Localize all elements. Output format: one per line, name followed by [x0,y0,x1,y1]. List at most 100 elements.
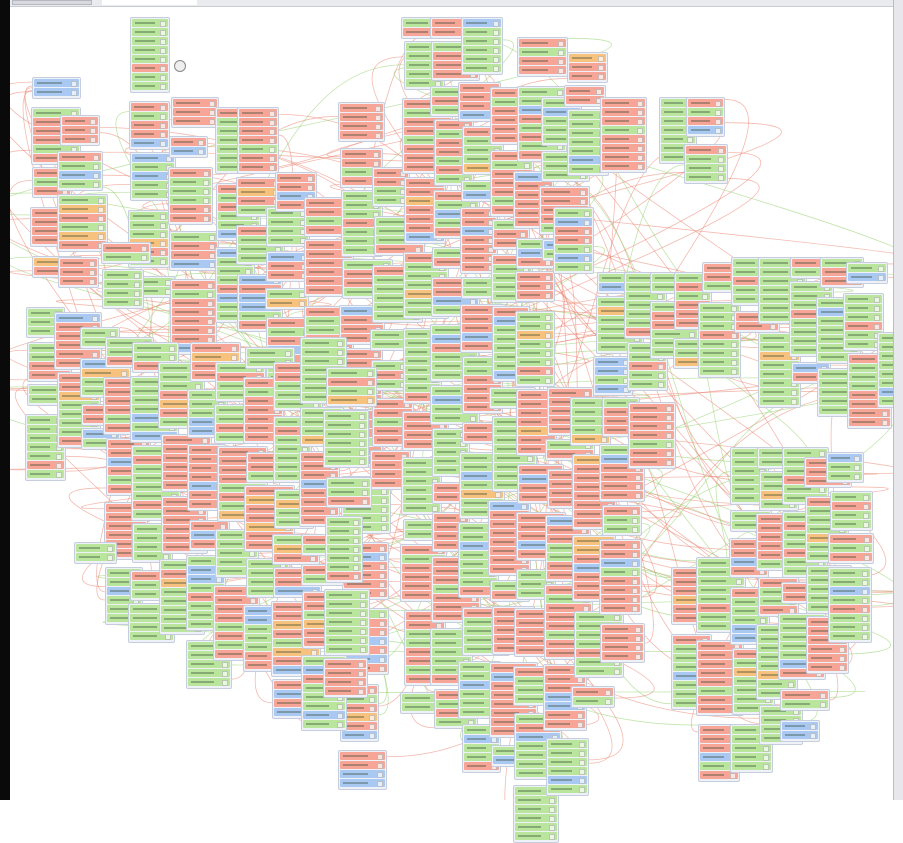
node-row[interactable] [601,541,640,549]
node-row[interactable] [59,232,106,240]
node-row[interactable] [172,299,215,307]
node-row[interactable] [239,145,277,153]
node-row[interactable] [602,625,643,633]
node-row[interactable] [555,254,592,262]
node-row[interactable] [515,823,557,831]
graph-node[interactable] [830,491,873,531]
node-row[interactable] [173,99,217,107]
node-row[interactable] [328,378,375,386]
graph-node[interactable] [546,738,589,796]
graph-node[interactable] [169,231,219,271]
node-row[interactable] [60,268,97,276]
node-row[interactable] [517,313,553,321]
node-row[interactable] [59,196,106,204]
node-row[interactable] [62,117,98,125]
node-row[interactable] [569,54,606,62]
node-row[interactable] [602,162,645,170]
node-row[interactable] [830,623,870,631]
node-row[interactable] [601,559,640,567]
graph-node[interactable] [600,97,647,173]
node-row[interactable] [34,79,79,87]
node-row[interactable] [171,251,217,259]
node-row[interactable] [515,814,557,822]
tab-first[interactable] [12,0,92,5]
node-row[interactable] [130,230,168,238]
graph-node[interactable] [684,144,728,184]
node-row[interactable] [595,367,631,375]
graph-node[interactable] [600,623,645,663]
node-row[interactable] [82,329,118,337]
node-row[interactable] [325,439,367,447]
graph-node[interactable] [515,311,555,387]
node-row[interactable] [277,183,315,191]
node-row[interactable] [56,314,100,322]
node-row[interactable] [59,180,101,188]
node-row[interactable] [59,153,101,161]
node-row[interactable] [340,770,385,778]
node-row[interactable] [602,634,643,642]
node-row[interactable] [267,290,307,298]
node-row[interactable] [830,544,872,552]
node-row[interactable] [700,358,739,366]
node-row[interactable] [595,358,631,366]
node-row[interactable] [782,722,818,730]
node-row[interactable] [170,196,211,204]
node-row[interactable] [327,527,361,535]
node-row[interactable] [342,731,377,739]
node-row[interactable] [132,55,168,63]
node-row[interactable] [327,563,361,571]
node-row[interactable] [403,504,440,512]
node-row[interactable] [374,187,408,195]
node-row[interactable] [545,711,585,719]
node-row[interactable] [340,779,385,787]
node-row[interactable] [700,349,739,357]
node-row[interactable] [170,169,211,177]
node-row[interactable] [832,493,871,501]
node-row[interactable] [545,720,585,728]
node-row[interactable] [172,281,215,289]
node-row[interactable] [548,740,587,748]
node-row[interactable] [758,680,796,688]
node-row[interactable] [327,554,361,562]
node-row[interactable] [268,218,308,226]
graph-node[interactable] [515,271,555,302]
node-row[interactable] [268,271,309,279]
node-row[interactable] [463,55,501,63]
node-row[interactable] [132,19,168,27]
node-row[interactable] [601,473,643,481]
node-row[interactable] [326,609,368,617]
node-row[interactable] [601,491,643,499]
node-row[interactable] [326,600,368,608]
node-row[interactable] [325,660,366,668]
node-row[interactable] [602,144,645,152]
node-row[interactable] [59,214,106,222]
node-row[interactable] [325,457,367,465]
node-row[interactable] [132,37,168,45]
node-row[interactable] [602,652,643,660]
node-row[interactable] [171,260,217,268]
node-row[interactable] [62,135,98,143]
node-row[interactable] [328,387,375,395]
node-row[interactable] [301,507,338,515]
node-row[interactable] [326,645,368,653]
node-row[interactable] [34,88,79,96]
node-row[interactable] [549,389,592,397]
node-row[interactable] [548,776,587,784]
node-row[interactable] [172,290,215,298]
node-row[interactable] [59,241,106,249]
node-row[interactable] [59,162,101,170]
node-row[interactable] [132,154,174,162]
node-row[interactable] [566,96,604,104]
node-row[interactable] [170,187,211,195]
node-row[interactable] [832,502,871,510]
node-row[interactable] [104,271,142,279]
node-row[interactable] [340,122,383,130]
node-row[interactable] [519,88,565,96]
node-row[interactable] [576,667,622,675]
node-row[interactable] [132,64,168,72]
node-row[interactable] [601,577,640,585]
node-row[interactable] [732,762,771,770]
node-row[interactable] [340,761,385,769]
graph-node[interactable] [326,477,372,508]
graph-node[interactable] [101,242,151,264]
